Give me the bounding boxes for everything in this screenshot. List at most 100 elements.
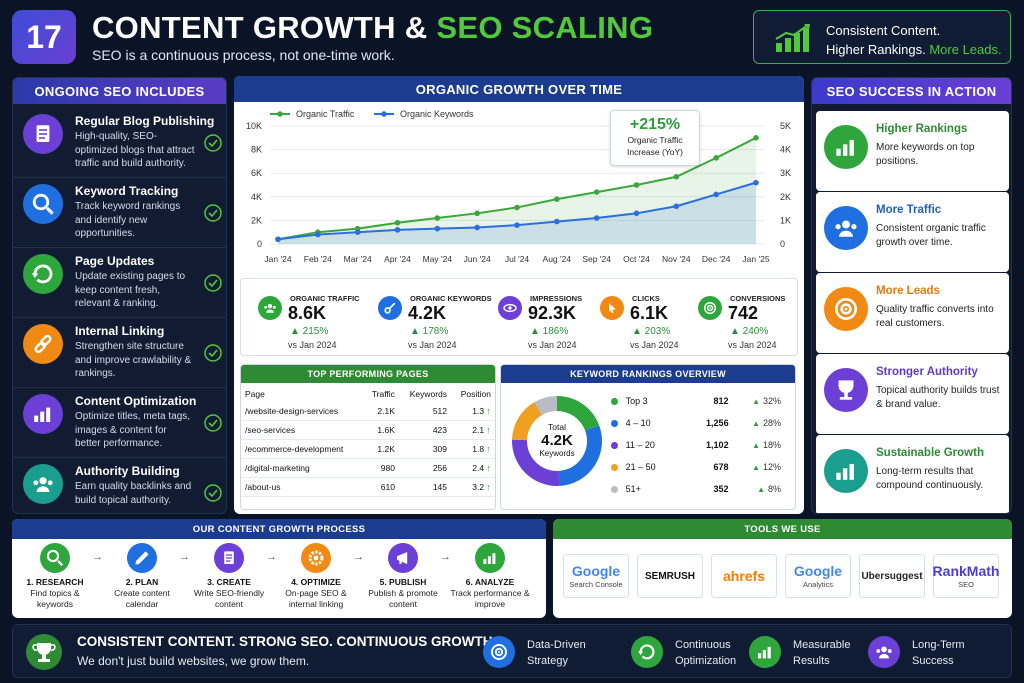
seo-success-item: More Leads Quality traffic converts into…: [816, 273, 1009, 353]
x-tick-label: Apr '24: [384, 254, 411, 264]
right-tick-label: 3K: [780, 168, 791, 178]
users-icon: [868, 636, 900, 668]
search-icon: [23, 184, 63, 224]
page-cell[interactable]: /digital-marketing: [241, 458, 364, 478]
stat-compare: vs Jan 2024: [528, 340, 577, 350]
step-title: 2. PLAN: [125, 577, 159, 587]
target-icon: [698, 296, 722, 320]
check-icon: [204, 484, 222, 502]
page-cell[interactable]: /about-us: [241, 477, 364, 497]
page-cell[interactable]: /seo-services: [241, 420, 364, 440]
traffic-cell: 1.6K: [363, 420, 399, 440]
callout-label: Organic Traffic Increase (YoY): [627, 135, 683, 157]
item-title: Content Optimization: [75, 394, 197, 408]
content-growth-process: OUR CONTENT GROWTH PROCESS 1. RESEARCH F…: [12, 519, 546, 618]
x-tick-label: Jan '24: [264, 254, 291, 264]
donut-slice: [534, 396, 557, 416]
triangle-up-icon: ▲: [752, 419, 760, 428]
arrow-up-icon: ↑: [486, 406, 492, 416]
search-icon: [40, 543, 70, 573]
x-tick-label: Feb '24: [304, 254, 332, 264]
item-desc: Long-term results that compound continuo…: [876, 466, 984, 491]
position-cell: 2.4 ↑: [451, 458, 495, 478]
data-point: [554, 218, 560, 225]
stat-label: IMPRESSIONS: [530, 294, 583, 303]
donut-slice: [512, 439, 560, 486]
left-tick-label: 8K: [251, 145, 262, 155]
arrow-up-icon: ↑: [486, 463, 492, 473]
seo-include-item: Keyword Tracking Track keyword rankings …: [13, 178, 226, 248]
data-point: [514, 204, 520, 211]
eye-icon: [498, 296, 522, 320]
seo-success-panel: SEO SUCCESS IN ACTION Higher Rankings Mo…: [811, 77, 1012, 514]
item-title: Stronger Authority: [876, 366, 978, 378]
traffic-cell: 980: [363, 458, 399, 478]
ranking-pct-wrap: ▲ 12%: [729, 462, 781, 472]
page-cell[interactable]: /website-design-services: [241, 402, 364, 421]
ongoing-seo-panel: ONGOING SEO INCLUDES Regular Blog Publis…: [12, 77, 227, 514]
x-tick-label: Sep '24: [582, 254, 611, 264]
data-point: [434, 215, 441, 221]
tool-logo: Ubersuggest: [859, 554, 925, 598]
tool-name: Google: [793, 563, 843, 579]
check-icon: [204, 134, 222, 152]
ranking-range: 51+: [625, 484, 641, 494]
ranking-count: 812: [713, 396, 729, 406]
item-title: Keyword Tracking: [75, 184, 179, 198]
chart-title: ORGANIC GROWTH OVER TIME: [234, 76, 804, 102]
ranking-row: 51+ 352 ▲ 8%: [611, 481, 781, 497]
right-tick-label: 2K: [780, 192, 791, 202]
x-tick-label: Jan '25: [742, 254, 769, 264]
donut-label: Total: [548, 422, 566, 432]
tool-name: ahrefs: [722, 568, 766, 584]
step-number-badge: 17: [12, 10, 76, 64]
table-row: /digital-marketing 980 256 2.4 ↑: [241, 458, 495, 478]
item-icon-wrap: [824, 368, 868, 412]
step-desc: Create content calendar: [114, 588, 170, 609]
item-icon-wrap: [824, 287, 868, 331]
top-pages-table: TOP PERFORMING PAGES Page Traffic Keywords…: [240, 364, 496, 510]
stat-card: CLICKS 6.1K ▲ 203% vs Jan 2024: [600, 292, 700, 352]
column-header: Traffic: [371, 389, 395, 399]
data-point: [593, 189, 600, 195]
position-value: 1.8: [472, 444, 485, 454]
stat-change: ▲ 215%: [290, 326, 329, 337]
data-point: [554, 196, 560, 202]
step-title: 3. CREATE: [207, 577, 251, 587]
page-cell[interactable]: /ecommerce-development: [241, 439, 364, 459]
data-point: [474, 210, 480, 217]
process-title: OUR CONTENT GROWTH PROCESS: [12, 519, 546, 539]
step-icon-wrap: [475, 543, 505, 573]
feature-text: Measurable Results: [793, 637, 850, 669]
ranking-range: 11 – 20: [625, 440, 655, 450]
triangle-up-icon: ▲: [752, 441, 760, 450]
feature-text: Long-Term Success: [912, 637, 965, 669]
legend-marker: [381, 111, 387, 117]
stat-compare: vs Jan 2024: [630, 340, 679, 350]
data-point: [633, 182, 640, 188]
data-point: [593, 215, 600, 221]
donut-sub: Keywords: [539, 449, 575, 458]
step-title: 1. RESEARCH: [26, 577, 84, 587]
growth-chart-icon: [824, 449, 868, 493]
stat-card: ORGANIC KEYWORDS 4.2K ▲ 178% vs Jan 2024: [378, 292, 492, 352]
keywords-cell: 256: [398, 458, 452, 478]
seo-success-item: Higher Rankings More keywords on top pos…: [816, 111, 1009, 191]
ranking-pct-wrap: ▲ 8%: [729, 484, 781, 494]
data-point: [633, 210, 640, 217]
feature-line2: Success: [912, 655, 954, 667]
header-tagline-box: Consistent Content. Higher Rankings. More…: [753, 10, 1011, 64]
legend-dot: [611, 419, 618, 427]
column-header: Position: [460, 389, 491, 399]
stat-card: IMPRESSIONS 92.3K ▲ 186% vs Jan 2024: [498, 292, 598, 352]
triangle-up-icon: ▲: [757, 485, 765, 494]
traffic-cell: 2.1K: [363, 402, 399, 421]
bar-chart-icon: [23, 394, 63, 434]
x-tick-label: Jul '24: [505, 254, 530, 264]
step-desc: On-page SEO & internal linking: [285, 588, 347, 609]
step-icon-wrap: [388, 543, 418, 573]
tagline-line2: Higher Rankings.: [826, 42, 926, 57]
item-desc: Earn quality backlinks and build topical…: [75, 481, 192, 506]
keywords-cell: 423: [398, 420, 452, 440]
tool-sub: Search Console: [569, 580, 623, 589]
